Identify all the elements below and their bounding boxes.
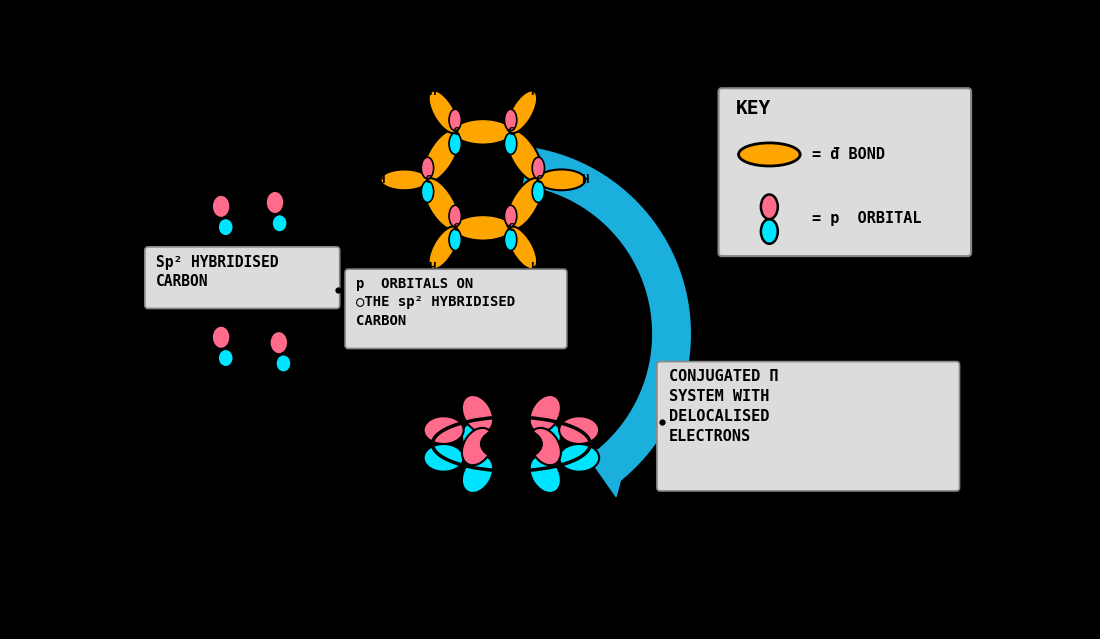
Ellipse shape xyxy=(505,229,517,250)
Text: = đ BOND: = đ BOND xyxy=(813,147,886,162)
Text: H: H xyxy=(581,173,589,187)
Ellipse shape xyxy=(424,416,464,444)
Text: = p  ORBITAL: = p ORBITAL xyxy=(813,211,922,226)
Ellipse shape xyxy=(462,423,493,460)
Ellipse shape xyxy=(202,284,218,302)
Ellipse shape xyxy=(212,195,230,218)
Text: H: H xyxy=(428,261,436,274)
Ellipse shape xyxy=(421,181,433,203)
Ellipse shape xyxy=(507,227,537,269)
Ellipse shape xyxy=(506,178,542,229)
Ellipse shape xyxy=(505,133,517,155)
Text: p  ORBITALS ON
○THE sp² HYBRIDISED
CARBON: p ORBITALS ON ○THE sp² HYBRIDISED CARBON xyxy=(356,277,515,328)
Ellipse shape xyxy=(262,264,280,287)
Text: Sp² HYBRIDISED
CARBON: Sp² HYBRIDISED CARBON xyxy=(156,254,278,289)
Ellipse shape xyxy=(381,169,428,190)
Ellipse shape xyxy=(738,143,800,166)
Ellipse shape xyxy=(421,157,433,179)
Ellipse shape xyxy=(529,456,561,493)
Text: C: C xyxy=(452,127,459,137)
Ellipse shape xyxy=(506,130,542,181)
Ellipse shape xyxy=(218,349,233,367)
Text: C: C xyxy=(507,127,514,137)
Text: C: C xyxy=(535,175,541,185)
Ellipse shape xyxy=(454,215,512,240)
Ellipse shape xyxy=(538,169,585,190)
Ellipse shape xyxy=(559,416,600,444)
Ellipse shape xyxy=(212,326,230,349)
Ellipse shape xyxy=(462,456,493,493)
FancyBboxPatch shape xyxy=(718,88,971,256)
Ellipse shape xyxy=(449,133,461,155)
Text: H: H xyxy=(530,86,538,98)
Ellipse shape xyxy=(532,181,544,203)
Ellipse shape xyxy=(272,214,287,233)
Text: KEY: KEY xyxy=(736,99,771,118)
Ellipse shape xyxy=(481,427,542,461)
Ellipse shape xyxy=(454,119,512,144)
Ellipse shape xyxy=(197,260,215,283)
Ellipse shape xyxy=(529,423,561,460)
Ellipse shape xyxy=(429,91,459,133)
Ellipse shape xyxy=(276,355,292,373)
Text: H: H xyxy=(377,173,385,187)
Ellipse shape xyxy=(761,219,778,243)
Ellipse shape xyxy=(218,218,233,236)
Ellipse shape xyxy=(505,205,517,227)
Ellipse shape xyxy=(462,395,493,433)
Ellipse shape xyxy=(424,178,460,229)
Ellipse shape xyxy=(559,444,600,472)
Text: C: C xyxy=(452,223,459,233)
Ellipse shape xyxy=(529,428,561,465)
Ellipse shape xyxy=(505,109,517,131)
FancyBboxPatch shape xyxy=(657,362,959,491)
Ellipse shape xyxy=(449,205,461,227)
Ellipse shape xyxy=(529,395,561,433)
Ellipse shape xyxy=(424,130,460,181)
Ellipse shape xyxy=(449,229,461,250)
FancyBboxPatch shape xyxy=(145,247,340,309)
FancyBboxPatch shape xyxy=(345,269,566,348)
Text: C: C xyxy=(425,175,431,185)
Text: CONJUGATED Π
SYSTEM WITH
DELOCALISED
ELECTRONS: CONJUGATED Π SYSTEM WITH DELOCALISED ELE… xyxy=(669,369,779,443)
Ellipse shape xyxy=(429,227,459,269)
Ellipse shape xyxy=(449,109,461,131)
Text: C: C xyxy=(507,223,514,233)
Ellipse shape xyxy=(462,428,493,465)
Ellipse shape xyxy=(761,194,778,219)
Ellipse shape xyxy=(532,157,544,179)
Ellipse shape xyxy=(268,288,284,305)
Ellipse shape xyxy=(270,331,288,354)
Ellipse shape xyxy=(424,444,464,472)
Ellipse shape xyxy=(266,191,284,214)
Text: H: H xyxy=(428,86,436,98)
Polygon shape xyxy=(583,449,628,497)
Ellipse shape xyxy=(507,91,537,133)
Text: H: H xyxy=(530,261,538,274)
